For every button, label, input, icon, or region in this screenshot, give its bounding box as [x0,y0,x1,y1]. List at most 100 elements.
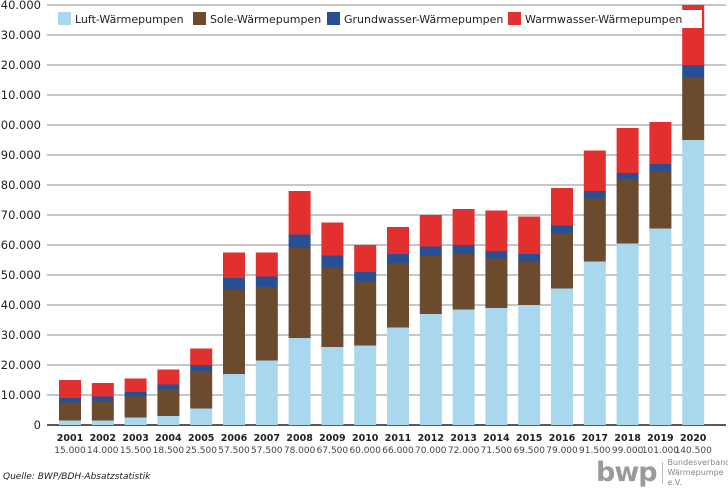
total-label: 72.000 [448,446,480,456]
total-label: 57.500 [251,446,283,456]
total-label: 101.000 [642,446,679,456]
bar-segment-2007-3 [255,252,278,277]
bar-segment-2010-2 [354,272,377,281]
x-tick-label: 2020 [680,433,707,444]
total-label: 99.000 [612,446,644,456]
x-tick-label: 2016 [549,433,576,444]
bar-segment-2015-3 [518,216,541,254]
bar-segment-2004-2 [157,384,180,389]
bar-segment-2013-2 [452,245,475,254]
bar-segment-2003-0 [124,417,147,425]
bar-segment-2012-1 [419,255,442,314]
bar-segment-2010-3 [354,245,377,272]
bar-segment-2014-3 [485,210,508,251]
bar-segment-2004-1 [157,389,180,416]
bar-segment-2017-2 [583,191,606,199]
bar-segment-2019-1 [649,171,672,229]
bar-segment-2009-1 [321,267,344,347]
bar-segment-2017-3 [583,150,606,191]
bar-segment-2006-2 [223,278,245,290]
total-label: 66.000 [382,446,414,456]
bar-segment-2002-1 [91,401,114,421]
legend-label: Grundwasser-Wärmepumpen [344,13,503,26]
bar-segment-2017-1 [583,198,606,262]
x-tick-label: 2008 [286,433,313,444]
source-note: Quelle: BWP/BDH-Absatzstatistik [3,472,151,482]
x-tick-label: 2015 [516,433,542,444]
bar-segment-2007-1 [255,287,278,361]
bar-segment-2009-2 [321,255,344,268]
total-label: 15.500 [120,446,152,456]
bar-segment-2017-0 [583,261,606,425]
bar-segment-2013-1 [452,254,475,310]
x-tick-label: 2009 [319,433,345,444]
bar-segment-2018-0 [616,243,639,425]
bar-segment-2008-0 [288,338,311,425]
y-tick-label: 60.000 [1,238,41,252]
legend-background [52,10,702,28]
bar-segment-2013-3 [452,209,475,245]
bar-segment-2005-3 [190,348,213,365]
y-tick-label: 10.000 [1,388,41,402]
bar-segment-2016-3 [551,188,573,226]
bar-segment-2020-1 [682,77,705,140]
bar-segment-2004-3 [157,369,180,385]
bar-segment-2003-1 [124,396,147,418]
total-label: 140.500 [675,446,712,456]
total-label: 14.000 [87,446,119,456]
total-label: 71.500 [481,446,513,456]
bar-segment-2019-0 [649,228,672,425]
bar-segment-2006-0 [223,374,245,425]
bar-segment-2003-3 [124,378,147,392]
total-label: 25.500 [185,446,217,456]
x-tick-label: 2010 [352,433,379,444]
y-tick-label: 0 [34,418,41,432]
bar-segment-2020-2 [682,65,705,77]
x-tick-label: 2013 [450,433,476,444]
bar-segment-2015-2 [518,254,541,262]
bar-segment-2014-2 [485,251,508,259]
bar-segment-2005-0 [190,408,213,425]
total-label: 60.000 [349,446,381,456]
bar-segment-2011-0 [387,327,409,425]
bar-segment-2018-3 [616,128,639,173]
bar-segment-2011-1 [387,263,409,328]
total-label: 91.500 [579,446,611,456]
legend-swatch [508,12,521,25]
bar-segment-2012-2 [419,246,442,256]
y-tick-label: 90.000 [1,148,41,162]
x-tick-label: 2014 [483,433,510,444]
bar-segment-2020-0 [682,140,705,425]
x-tick-label: 2019 [647,433,673,444]
logo-text: Bundesverband Wärmepumpe e.V. [667,458,728,488]
bar-segment-2019-3 [649,122,672,164]
bar-segment-2014-0 [485,308,508,425]
bar-segment-2016-2 [551,225,573,233]
x-tick-label: 2003 [122,433,148,444]
bar-segment-2010-1 [354,281,377,346]
total-label: 57.500 [218,446,250,456]
bar-segment-2014-1 [485,258,508,308]
bar-segment-2002-3 [91,383,114,397]
bar-segment-2002-0 [91,420,114,425]
bwp-logo: bwp Bundesverband Wärmepumpe e.V. [596,458,728,488]
total-label: 79.000 [546,446,578,456]
bar-segment-2007-2 [255,276,278,287]
y-tick-label: 100.000 [0,118,41,132]
bar-segment-2012-0 [419,314,442,425]
bar-segment-2016-0 [551,288,573,425]
x-tick-label: 2004 [155,433,182,444]
y-tick-label: 20.000 [1,358,41,372]
bar-segment-2001-1 [59,402,81,421]
x-tick-label: 2005 [188,433,214,444]
bar-segment-2011-3 [387,227,409,254]
logo-line2: Wärmepumpe e.V. [667,468,724,487]
bar-segment-2003-2 [124,392,147,397]
x-tick-label: 2002 [90,433,116,444]
logo-divider [661,462,663,484]
total-label: 78.000 [284,446,316,456]
bar-segment-2001-0 [59,420,81,425]
bar-segment-2006-3 [223,252,245,278]
x-tick-label: 2018 [614,433,641,444]
bar-segment-2012-3 [419,215,442,247]
